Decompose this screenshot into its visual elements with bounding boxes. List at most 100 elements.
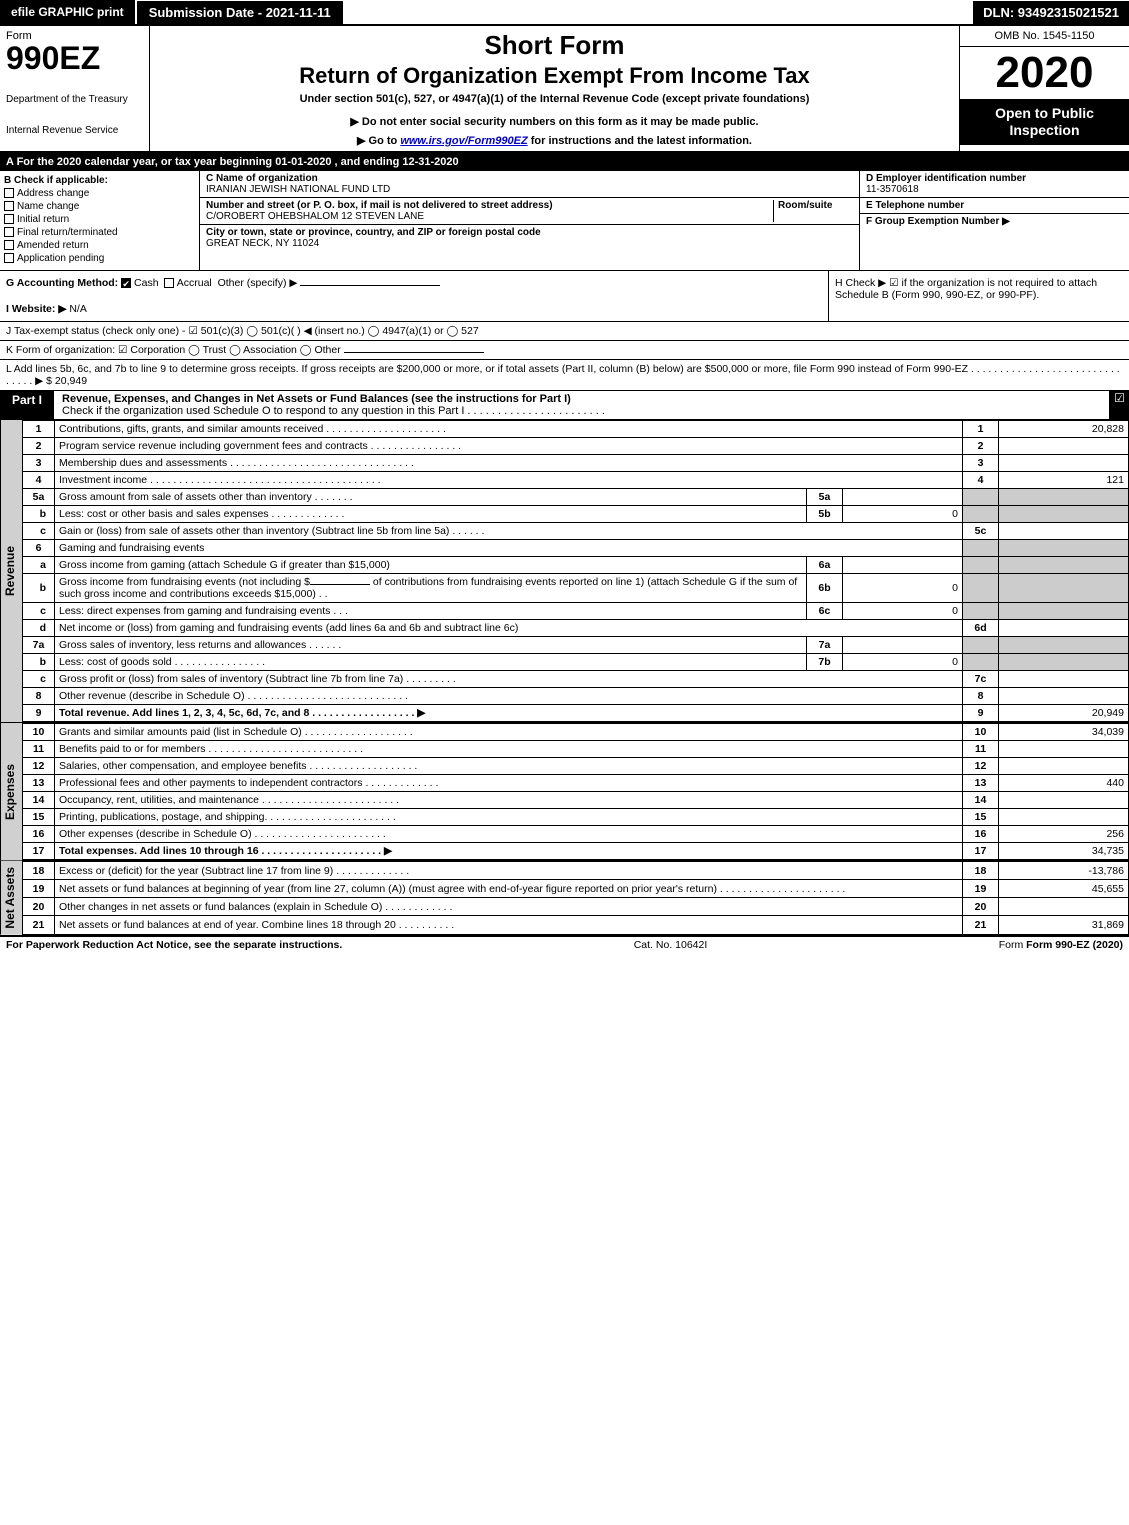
line-amt: 256: [999, 826, 1129, 843]
line-num: a: [23, 557, 55, 574]
revenue-side-label: Revenue: [0, 420, 22, 722]
table-row: 2Program service revenue including gover…: [23, 438, 1129, 455]
chk-cash[interactable]: ✔: [121, 278, 131, 288]
line-amt: 121: [999, 472, 1129, 489]
line-num: 14: [23, 792, 55, 809]
period-strip: A For the 2020 calendar year, or tax yea…: [0, 153, 1129, 171]
header-left: Form 990EZ Department of the Treasury In…: [0, 26, 150, 151]
netassets-section: Net Assets 18Excess or (deficit) for the…: [0, 861, 1129, 936]
grey-cell: [963, 603, 999, 620]
city-value: GREAT NECK, NY 11024: [206, 238, 319, 249]
line-g-label: G Accounting Method:: [6, 277, 118, 289]
table-row: 17 Total expenses. Add lines 10 through 1…: [23, 843, 1129, 860]
line-num: b: [23, 574, 55, 603]
line-num: d: [23, 620, 55, 637]
line-col: 9: [963, 705, 999, 722]
line-amt: 440: [999, 775, 1129, 792]
entity-info-block: B Check if applicable: Address change Na…: [0, 171, 1129, 271]
table-row: 15Printing, publications, postage, and s…: [23, 809, 1129, 826]
netassets-table: 18Excess or (deficit) for the year (Subt…: [22, 861, 1129, 935]
line-desc: Other changes in net assets or fund bala…: [55, 898, 963, 916]
line-col: 8: [963, 688, 999, 705]
open-public-badge: Open to Public Inspection: [960, 99, 1129, 145]
line-l: L Add lines 5b, 6c, and 7b to line 9 to …: [0, 360, 1129, 391]
revenue-section: Revenue 1Contributions, gifts, grants, a…: [0, 420, 1129, 723]
table-row: 5aGross amount from sale of assets other…: [23, 489, 1129, 506]
line-9-desc: Total revenue. Add lines 1, 2, 3, 4, 5c,…: [59, 707, 425, 719]
line-col: 12: [963, 758, 999, 775]
line-desc: Membership dues and assessments . . . . …: [55, 455, 963, 472]
efile-print-button[interactable]: efile GRAPHIC print: [0, 0, 135, 24]
grey-cell: [999, 489, 1129, 506]
goto-suffix: for instructions and the latest informat…: [528, 135, 752, 147]
table-row: 18Excess or (deficit) for the year (Subt…: [23, 862, 1129, 880]
grey-cell: [999, 654, 1129, 671]
grey-cell: [999, 540, 1129, 557]
sched-o-checkbox[interactable]: ☑: [1109, 391, 1129, 419]
netassets-side-label: Net Assets: [0, 861, 22, 935]
line-num: 10: [23, 724, 55, 741]
mini-box: 6c: [807, 603, 843, 620]
chk-initial-return-label: Initial return: [17, 214, 69, 225]
omb-number: OMB No. 1545-1150: [960, 26, 1129, 47]
mini-box: 6a: [807, 557, 843, 574]
table-row: 7aGross sales of inventory, less returns…: [23, 637, 1129, 654]
line-col: 17: [963, 843, 999, 860]
line-desc: Other expenses (describe in Schedule O) …: [55, 826, 963, 843]
irs-link[interactable]: www.irs.gov/Form990EZ: [400, 135, 527, 147]
city-label: City or town, state or province, country…: [206, 227, 541, 238]
header-right: OMB No. 1545-1150 2020 Open to Public In…: [959, 26, 1129, 151]
footer-mid: Cat. No. 10642I: [634, 939, 708, 951]
mini-val: [843, 637, 963, 654]
line-col: 11: [963, 741, 999, 758]
line-17-desc: Total expenses. Add lines 10 through 16 …: [59, 845, 392, 857]
line-6b-blank[interactable]: [310, 584, 370, 585]
chk-initial-return[interactable]: Initial return: [4, 214, 195, 225]
grey-cell: [999, 603, 1129, 620]
top-bar: efile GRAPHIC print Submission Date - 20…: [0, 0, 1129, 26]
line-desc: Investment income . . . . . . . . . . . …: [55, 472, 963, 489]
box-b-heading: B Check if applicable:: [4, 175, 195, 186]
line-num: 3: [23, 455, 55, 472]
line-k-other-input[interactable]: [344, 352, 484, 353]
ein-value: 11-3570618: [866, 184, 919, 195]
line-num: 1: [23, 421, 55, 438]
other-specify-input[interactable]: [300, 285, 440, 286]
line-j-text: J Tax-exempt status (check only one) - ☑…: [6, 325, 479, 337]
chk-address-change[interactable]: Address change: [4, 188, 195, 199]
part1-title: Revenue, Expenses, and Changes in Net As…: [54, 391, 1109, 419]
chk-name-change[interactable]: Name change: [4, 201, 195, 212]
chk-final-return-label: Final return/terminated: [17, 227, 118, 238]
line-desc: Gaming and fundraising events: [55, 540, 963, 557]
part1-title-text: Revenue, Expenses, and Changes in Net As…: [62, 393, 571, 405]
chk-accrual[interactable]: [164, 278, 174, 288]
mini-box: 7a: [807, 637, 843, 654]
ein-label: D Employer identification number: [866, 173, 1026, 184]
chk-application-pending[interactable]: Application pending: [4, 253, 195, 264]
chk-final-return[interactable]: Final return/terminated: [4, 227, 195, 238]
table-row: 21Net assets or fund balances at end of …: [23, 916, 1129, 934]
line-col: 13: [963, 775, 999, 792]
line-amt: 20,949: [999, 705, 1129, 722]
chk-amended-return[interactable]: Amended return: [4, 240, 195, 251]
phone-label: E Telephone number: [866, 200, 964, 211]
line-desc: Program service revenue including govern…: [55, 438, 963, 455]
line-desc: Total expenses. Add lines 10 through 16 …: [55, 843, 963, 860]
line-col: 1: [963, 421, 999, 438]
line-desc: Net income or (loss) from gaming and fun…: [55, 620, 963, 637]
part1-header-row: Part I Revenue, Expenses, and Changes in…: [0, 391, 1129, 420]
table-row: cGain or (loss) from sale of assets othe…: [23, 523, 1129, 540]
table-row: 1Contributions, gifts, grants, and simil…: [23, 421, 1129, 438]
accrual-label: Accrual: [177, 277, 212, 289]
part1-sched-o-text: Check if the organization used Schedule …: [62, 405, 605, 417]
table-row: 9 Total revenue. Add lines 1, 2, 3, 4, 5c…: [23, 705, 1129, 722]
dln-badge: DLN: 93492315021521: [973, 1, 1129, 24]
short-form-title: Short Form: [156, 30, 953, 61]
line-desc: Gain or (loss) from sale of assets other…: [55, 523, 963, 540]
line-num: 8: [23, 688, 55, 705]
table-row: cGross profit or (loss) from sales of in…: [23, 671, 1129, 688]
line-col: 4: [963, 472, 999, 489]
line-col: 21: [963, 916, 999, 934]
line-desc: Other revenue (describe in Schedule O) .…: [55, 688, 963, 705]
grey-cell: [999, 557, 1129, 574]
